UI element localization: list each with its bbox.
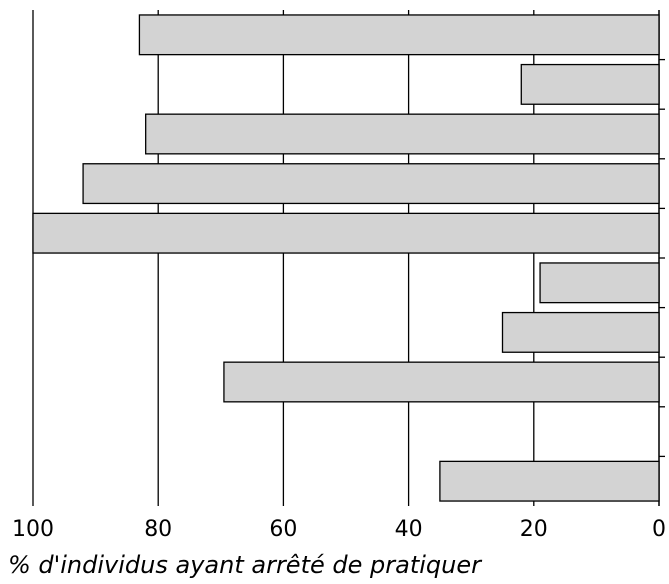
x-tick-label: 20 (520, 517, 548, 542)
bar (501, 311, 660, 353)
x-tick-label: 100 (12, 517, 54, 542)
x-tick-label: 80 (144, 517, 172, 542)
x-tick-label: 60 (269, 517, 297, 542)
x-tick-label: 0 (652, 517, 666, 542)
bar (520, 63, 660, 105)
x-axis-label: % d'individus ayant arrêté de pratiquer (8, 551, 483, 579)
bar (539, 262, 660, 304)
x-tick-label: 40 (395, 517, 423, 542)
bar (223, 361, 660, 403)
bar (32, 212, 660, 254)
bar (138, 14, 660, 56)
bar (439, 460, 660, 502)
bar (82, 163, 660, 205)
bar (145, 113, 660, 155)
